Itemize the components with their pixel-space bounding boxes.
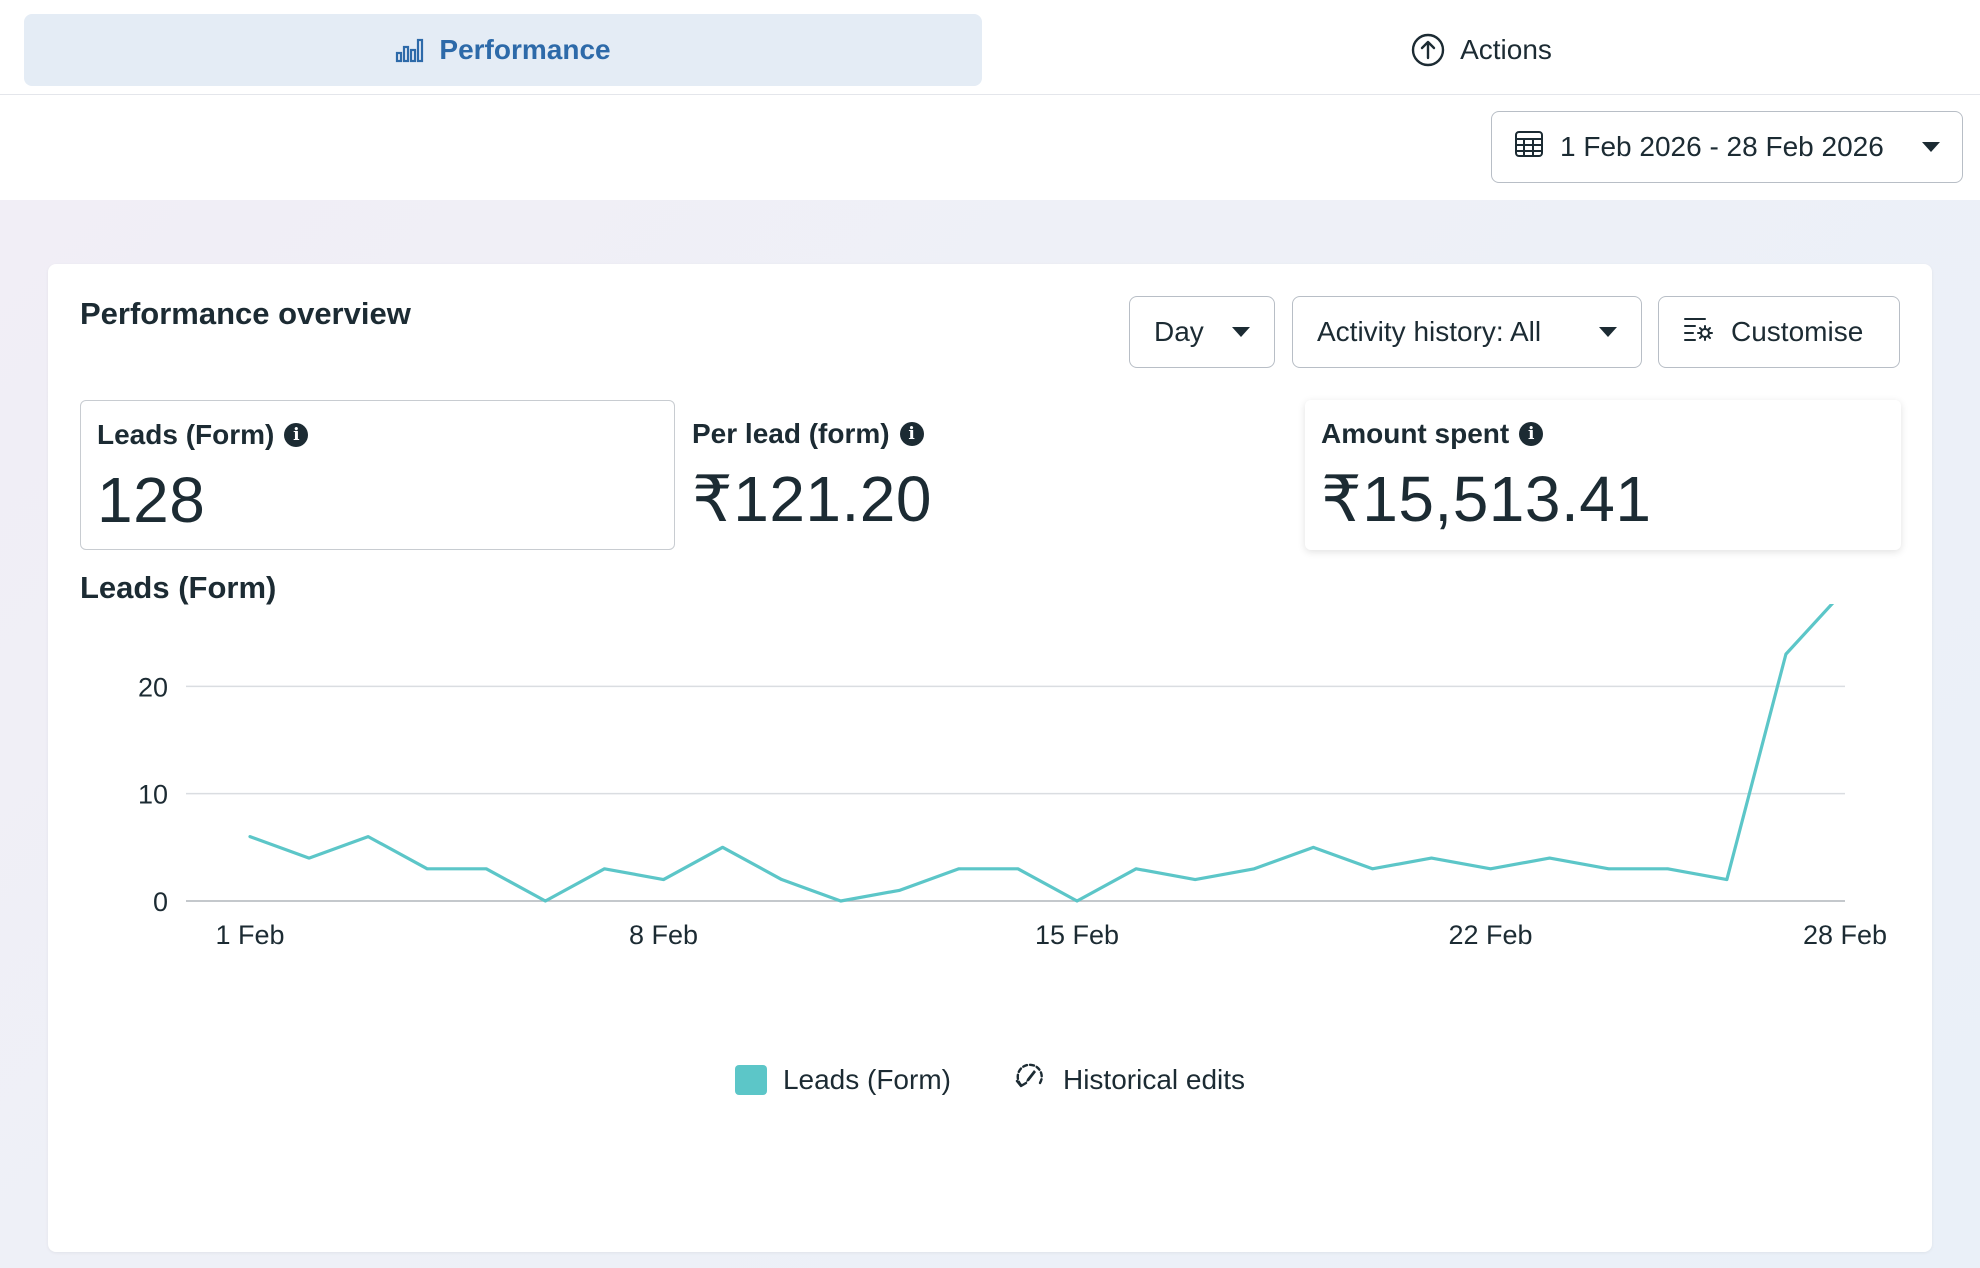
- tab-actions[interactable]: Actions: [982, 14, 1980, 86]
- data-point: [1725, 878, 1729, 882]
- metric-value: 128: [97, 464, 206, 536]
- metric-label: Leads (Form): [97, 419, 275, 450]
- data-point: [248, 835, 252, 839]
- data-point: [662, 878, 666, 882]
- info-icon[interactable]: i: [1519, 422, 1544, 446]
- data-point: [307, 856, 311, 860]
- y-tick-label: 20: [138, 672, 168, 702]
- legend-label-historical-edits: Historical edits: [1062, 1063, 1246, 1095]
- x-tick-label: 1 Feb: [215, 920, 284, 950]
- legend-swatch: [734, 1064, 767, 1095]
- data-point: [1489, 867, 1493, 871]
- performance-overview-card: Performance overview Day Activity histor…: [48, 264, 1932, 1252]
- data-point: [898, 888, 902, 892]
- activity-history-dropdown[interactable]: Activity history: All: [1292, 296, 1642, 368]
- upload-circle-icon: [1410, 32, 1446, 68]
- card-title: Performance overview: [80, 296, 411, 331]
- tab-actions-label: Actions: [1460, 34, 1552, 65]
- metric-amount-spent[interactable]: Amount spent i ₹15,513.41: [1305, 400, 1901, 550]
- date-range-label: 1 Feb 2026 - 28 Feb 2026: [1560, 131, 1884, 162]
- day-dropdown-label: Day: [1154, 316, 1204, 347]
- y-tick-label: 10: [138, 780, 168, 810]
- data-point: [1016, 867, 1020, 871]
- data-point: [484, 867, 488, 871]
- chevron-down-icon: [1232, 327, 1250, 337]
- data-point: [1075, 899, 1079, 903]
- info-icon[interactable]: i: [899, 422, 924, 446]
- data-point: [425, 867, 429, 871]
- data-point: [780, 878, 784, 882]
- data-point: [721, 845, 725, 849]
- metric-value: ₹15,513.41: [1321, 463, 1652, 535]
- customise-label: Customise: [1731, 316, 1864, 347]
- data-point: [1666, 867, 1670, 871]
- date-range-picker[interactable]: 1 Feb 2026 - 28 Feb 2026: [1491, 111, 1963, 183]
- data-point: [957, 867, 961, 871]
- data-point: [602, 867, 606, 871]
- calendar-icon: [1514, 129, 1544, 166]
- data-point: [1784, 652, 1788, 656]
- data-point: [1607, 867, 1611, 871]
- data-point: [1134, 867, 1138, 871]
- data-point: [366, 835, 370, 839]
- day-dropdown[interactable]: Day: [1129, 296, 1275, 368]
- activity-history-label: Activity history: All: [1317, 316, 1542, 347]
- tab-bar: Performance Actions: [0, 0, 1980, 95]
- chevron-down-icon: [1599, 327, 1617, 337]
- legend-label-leads: Leads (Form): [782, 1063, 951, 1095]
- date-row: 1 Feb 2026 - 28 Feb 2026: [0, 96, 1980, 200]
- data-point: [543, 899, 547, 903]
- metric-leads-form[interactable]: Leads (Form) i 128: [80, 400, 675, 550]
- x-tick-label: 15 Feb: [1035, 920, 1119, 950]
- data-point: [839, 899, 843, 903]
- data-point: [1548, 856, 1552, 860]
- customise-button[interactable]: Customise: [1658, 296, 1900, 368]
- metric-label: Amount spent: [1321, 418, 1510, 449]
- data-point: [1311, 845, 1315, 849]
- x-tick-label: 8 Feb: [629, 920, 698, 950]
- tab-performance[interactable]: Performance: [24, 14, 982, 86]
- data-point: [1370, 867, 1374, 871]
- y-tick-label: 0: [153, 887, 168, 917]
- tab-performance-label: Performance: [439, 34, 611, 65]
- metric-label: Per lead (form): [692, 418, 890, 449]
- chevron-down-icon: [1922, 142, 1940, 152]
- series-line-leads-form: [248, 604, 1835, 903]
- metric-per-lead[interactable]: Per lead (form) i ₹121.20: [676, 400, 1271, 550]
- data-point: [1252, 867, 1256, 871]
- bar-chart-icon: [395, 37, 425, 63]
- metric-value: ₹121.20: [692, 463, 932, 535]
- chart-legend: Leads (Form) Historical edits: [48, 1059, 1932, 1100]
- x-tick-label: 22 Feb: [1449, 920, 1533, 950]
- chart-title: Leads (Form): [80, 570, 277, 605]
- data-point: [1193, 878, 1197, 882]
- settings-list-icon: [1683, 315, 1715, 350]
- data-point: [1429, 856, 1433, 860]
- history-edit-icon: [1013, 1059, 1047, 1100]
- legend-item-historical-edits[interactable]: Historical edits: [1013, 1059, 1245, 1100]
- x-tick-label: 28 Feb: [1803, 920, 1887, 950]
- info-icon[interactable]: i: [284, 423, 309, 447]
- legend-item-leads[interactable]: Leads (Form): [734, 1059, 951, 1100]
